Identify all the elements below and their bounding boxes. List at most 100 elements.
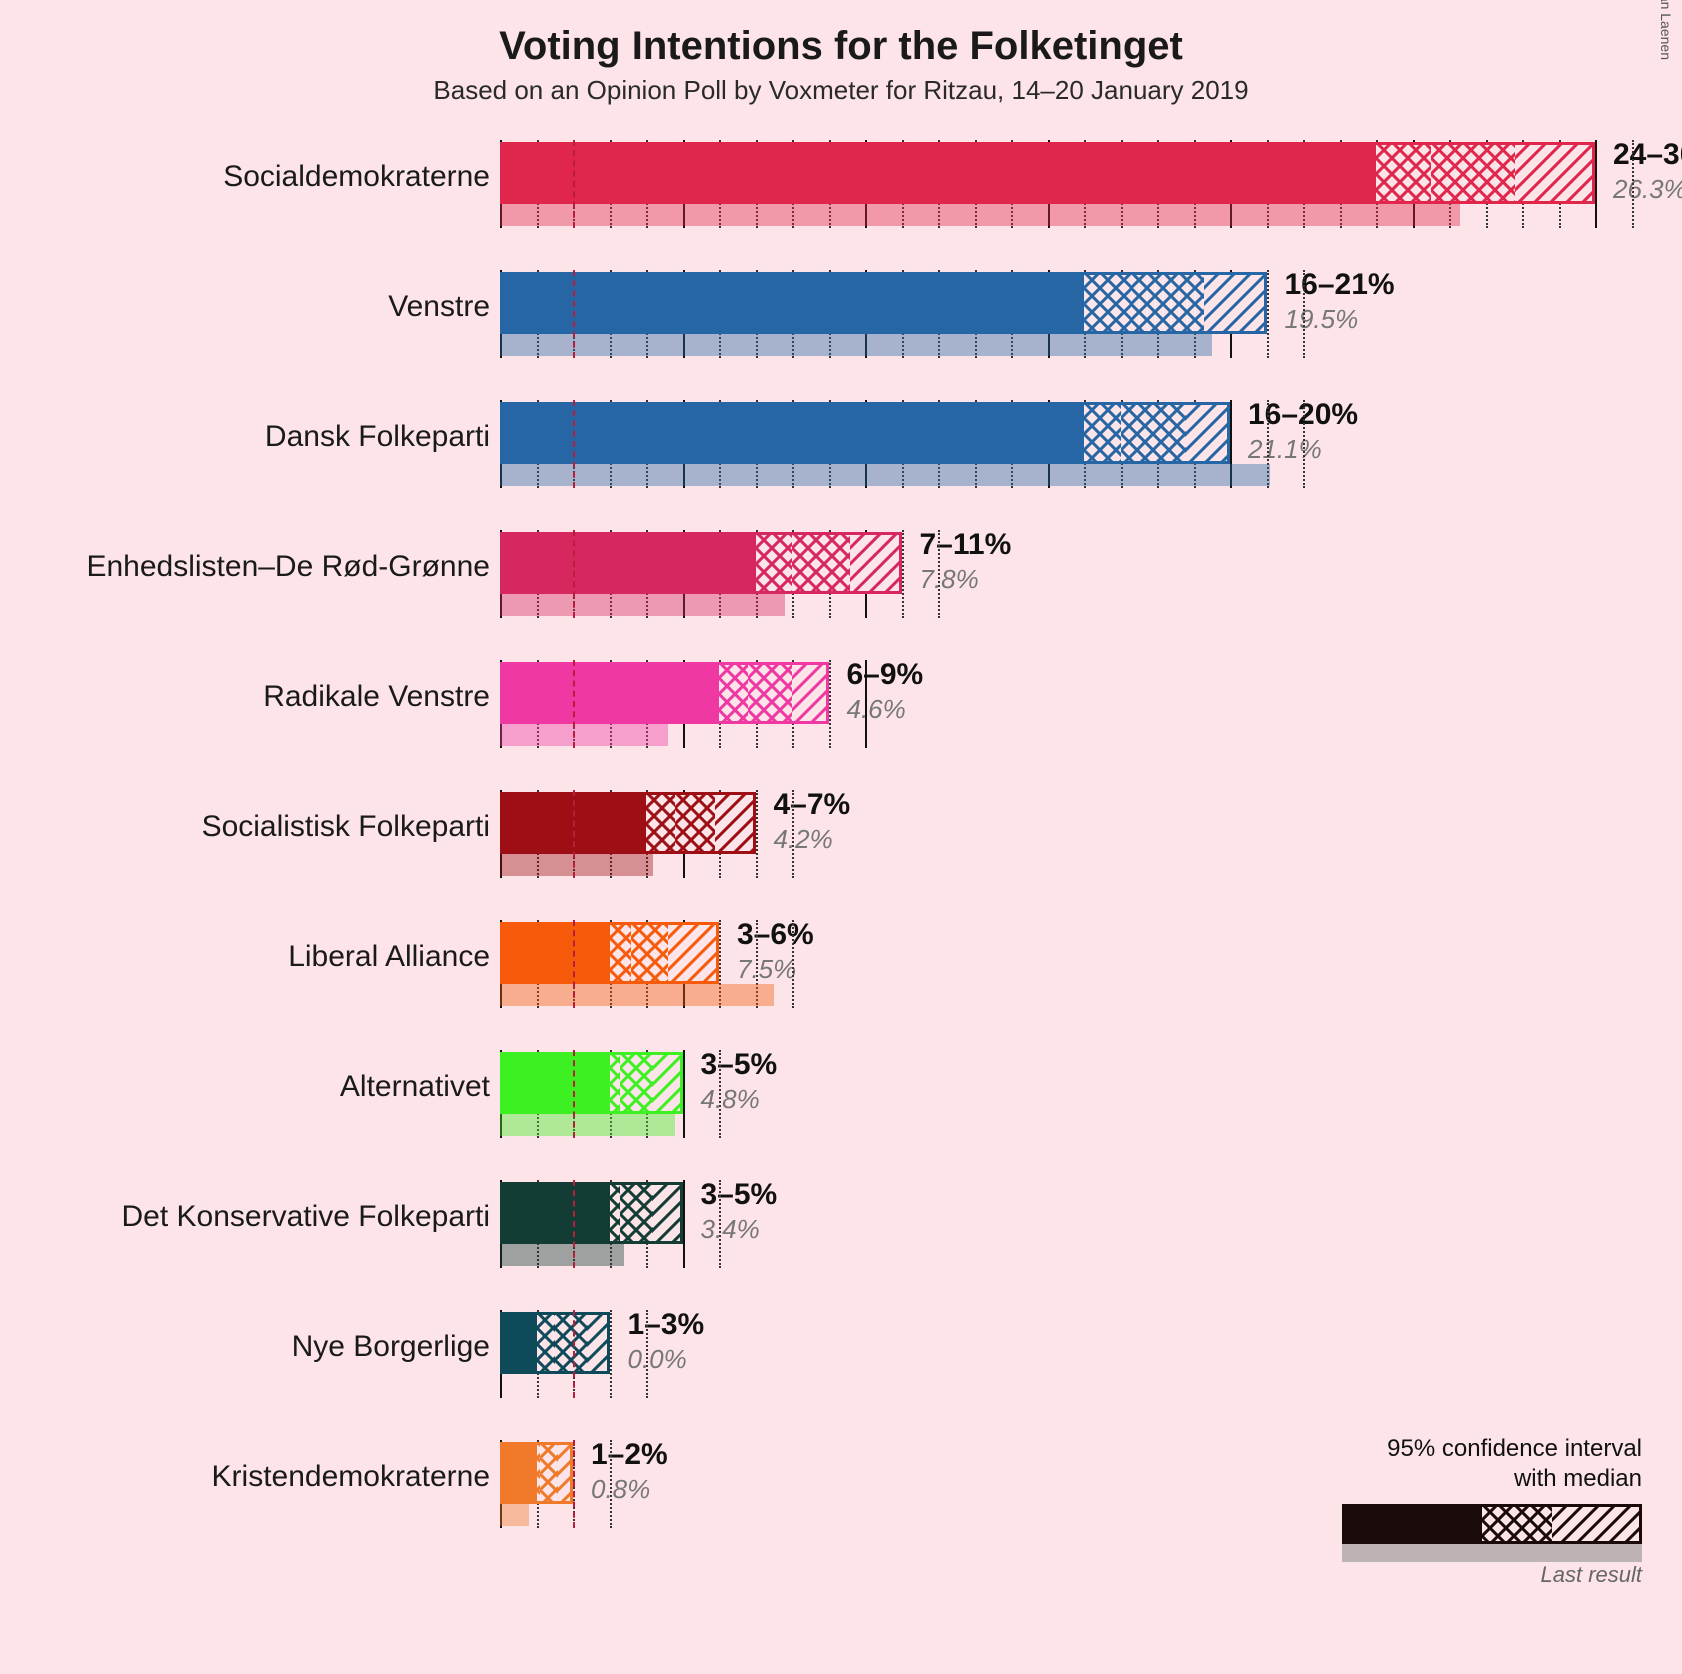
last-result-bar [500,1114,675,1136]
ci-bar-solid [500,532,756,594]
ci-bar-solid [500,1312,537,1374]
last-result-label: 4.6% [847,694,906,725]
party-label: Kristendemokraterne [212,1460,490,1494]
gridline-major [1595,140,1597,228]
last-result-bar [500,1504,529,1526]
chart-subtitle: Based on an Opinion Poll by Voxmeter for… [0,69,1682,126]
legend-last-bar [1342,1544,1642,1562]
threshold-line [573,270,575,358]
ci-bar-solid [500,1442,537,1504]
party-row: Socialistisk Folkeparti 4–7%4.2% [0,780,1682,910]
legend-title: 95% confidence interval with median [1282,1434,1642,1494]
range-label: 1–3% [628,1308,705,1342]
party-row: Det Konservative Folkeparti 3–5%3.4% [0,1170,1682,1300]
gridline-minor [719,1180,721,1268]
ci-bar-outline [1084,402,1230,464]
party-row: Venstre 16–21%19.5% [0,260,1682,390]
range-label: 1–2% [591,1438,668,1472]
threshold-line [573,1180,575,1268]
legend-swatch: Last result [1342,1504,1642,1574]
gridline-major [683,1180,685,1268]
party-label: Dansk Folkeparti [265,420,490,454]
gridline-minor [938,530,940,618]
threshold-line [573,400,575,488]
gridline-minor [1632,140,1634,228]
copyright-text: © 2019 Filip van Laenen [1658,0,1674,60]
ci-bar-outline [537,1442,574,1504]
threshold-line [573,920,575,1008]
party-label: Liberal Alliance [288,940,490,974]
last-result-label: 4.2% [774,824,833,855]
last-result-bar [500,204,1460,226]
gridline-minor [610,1310,612,1398]
party-label: Alternativet [340,1070,490,1104]
gridline-minor [1267,270,1269,358]
ci-bar-solid [500,922,610,984]
party-row: Dansk Folkeparti16–20%21.1% [0,390,1682,520]
legend: 95% confidence interval with median Last… [1282,1434,1642,1574]
party-label: Socialdemokraterne [223,160,490,194]
ci-bar-outline [610,1052,683,1114]
ci-bar-outline [719,662,829,724]
gridline-minor [1303,400,1305,488]
last-result-label: 21.1% [1248,434,1322,465]
ci-bar-outline [610,922,720,984]
threshold-line [573,1440,575,1528]
last-result-bar [500,724,668,746]
chart-title: Voting Intentions for the Folketinget [0,0,1682,69]
party-label: Det Konservative Folkeparti [122,1200,491,1234]
range-label: 4–7% [774,788,851,822]
gridline-minor [646,1310,648,1398]
range-label: 3–6% [737,918,814,952]
gridline-minor [756,790,758,878]
ci-bar-solid [500,142,1376,204]
last-result-bar [500,464,1270,486]
last-result-bar [500,1244,624,1266]
party-row: Nye Borgerlige1–3%0.0% [0,1300,1682,1430]
party-row: Socialdemokraterne24–30%26.3% [0,130,1682,260]
gridline-minor [719,1050,721,1138]
last-result-label: 26.3% [1613,174,1682,205]
threshold-line [573,140,575,228]
party-row: Enhedslisten–De Rød-Grønne7–11%7.8% [0,520,1682,650]
range-label: 3–5% [701,1178,778,1212]
last-result-label: 7.5% [737,954,796,985]
party-label: Enhedslisten–De Rød-Grønne [86,550,490,584]
gridline-minor [902,530,904,618]
ci-bar-outline [756,532,902,594]
last-result-label: 0.8% [591,1474,650,1505]
legend-title-line2: with median [1514,1465,1642,1492]
last-result-bar [500,594,785,616]
ci-bar-outline [1376,142,1595,204]
last-result-bar [500,334,1212,356]
last-result-label: 0.0% [628,1344,687,1375]
last-result-bar [500,854,653,876]
threshold-line [573,530,575,618]
ci-bar-solid [500,1182,610,1244]
party-row: Alternativet3–5%4.8% [0,1040,1682,1170]
gridline-major [865,660,867,748]
last-result-label: 3.4% [701,1214,760,1245]
ci-bar-outline [610,1182,683,1244]
legend-outline [1482,1504,1642,1544]
party-label: Radikale Venstre [263,680,490,714]
gridline-major [683,1050,685,1138]
range-label: 3–5% [701,1048,778,1082]
party-label: Venstre [388,290,490,324]
ci-bar-solid [500,1052,610,1114]
party-label: Socialistisk Folkeparti [202,810,490,844]
range-label: 7–11% [920,528,1012,562]
gridline-minor [792,920,794,1008]
ci-bar-solid [500,272,1084,334]
last-result-bar [500,984,774,1006]
gridline-minor [829,660,831,748]
legend-solid [1342,1504,1482,1544]
legend-last-label: Last result [1541,1562,1643,1588]
chart-area: Socialdemokraterne24–30%26.3% Venstre 16–2… [0,130,1682,1630]
gridline-minor [792,790,794,878]
ci-bar-outline [646,792,756,854]
range-label: 16–21% [1285,268,1395,302]
legend-title-line1: 95% confidence interval [1387,1435,1642,1462]
last-result-label: 19.5% [1285,304,1359,335]
threshold-line [573,660,575,748]
